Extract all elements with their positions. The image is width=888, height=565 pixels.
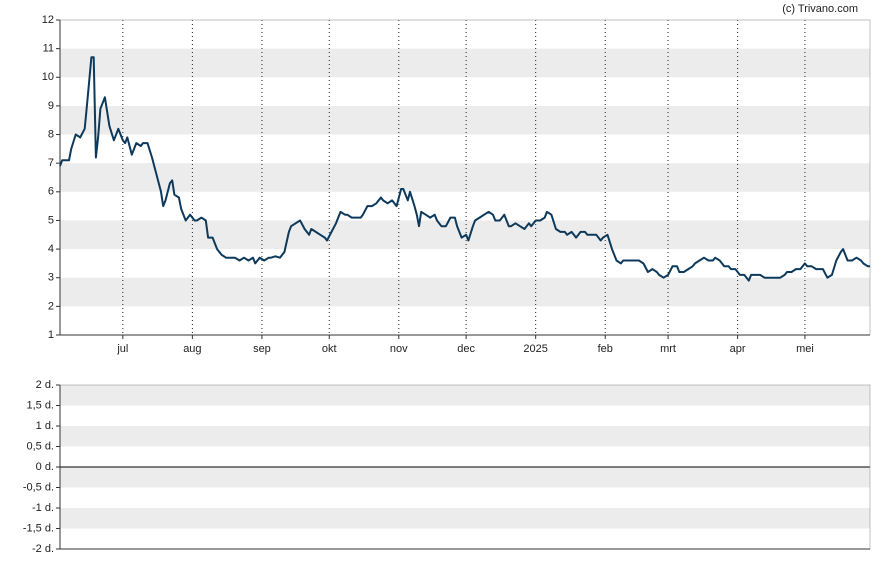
x-tick-label: 2025 <box>523 343 547 355</box>
x-tick-label: sep <box>253 343 271 355</box>
x-tick-label: apr <box>730 343 746 355</box>
x-tick-label: mrt <box>660 343 676 355</box>
y-tick-label: 2 <box>48 300 54 312</box>
credit: (c) Trivano.com <box>782 3 858 15</box>
y-tick-label: -2 d. <box>32 543 54 555</box>
x-tick-label: okt <box>322 343 337 355</box>
y-tick-label: -0,5 d. <box>23 481 54 493</box>
grid-band <box>60 105 870 135</box>
grid-band <box>60 467 870 488</box>
grid-band <box>60 48 870 78</box>
grid-band <box>60 277 870 307</box>
y-tick-label: -1,5 d. <box>23 522 54 534</box>
y-tick-label: 0,5 d. <box>26 440 54 452</box>
grid-band <box>60 426 870 447</box>
y-tick-label: 12 <box>42 14 54 26</box>
grid-band <box>60 385 870 406</box>
y-tick-label: 1 d. <box>36 420 54 432</box>
y-tick-label: 1 <box>48 329 54 341</box>
y-tick-label: 5 <box>48 214 54 226</box>
y-tick-label: 3 <box>48 272 54 284</box>
y-tick-label: 1,5 d. <box>26 399 54 411</box>
x-tick-label: dec <box>457 343 475 355</box>
y-tick-label: -1 d. <box>32 502 54 514</box>
grid-band <box>60 163 870 192</box>
y-tick-label: 11 <box>43 43 54 55</box>
x-tick-label: nov <box>390 343 408 355</box>
x-tick-label: aug <box>183 343 201 355</box>
y-tick-label: 4 <box>48 243 54 255</box>
y-tick-label: 10 <box>42 71 54 83</box>
grid-band <box>60 508 870 529</box>
x-tick-label: feb <box>598 343 613 355</box>
y-tick-label: 2 d. <box>36 379 54 391</box>
y-tick-label: 9 <box>48 100 54 112</box>
y-tick-label: 6 <box>48 186 54 198</box>
y-tick-label: 8 <box>48 128 54 140</box>
y-tick-label: 0 d. <box>36 461 54 473</box>
y-tick-label: 7 <box>48 157 54 169</box>
price-line <box>59 56 870 282</box>
x-tick-label: jul <box>116 343 128 355</box>
x-tick-label: mei <box>796 343 814 355</box>
